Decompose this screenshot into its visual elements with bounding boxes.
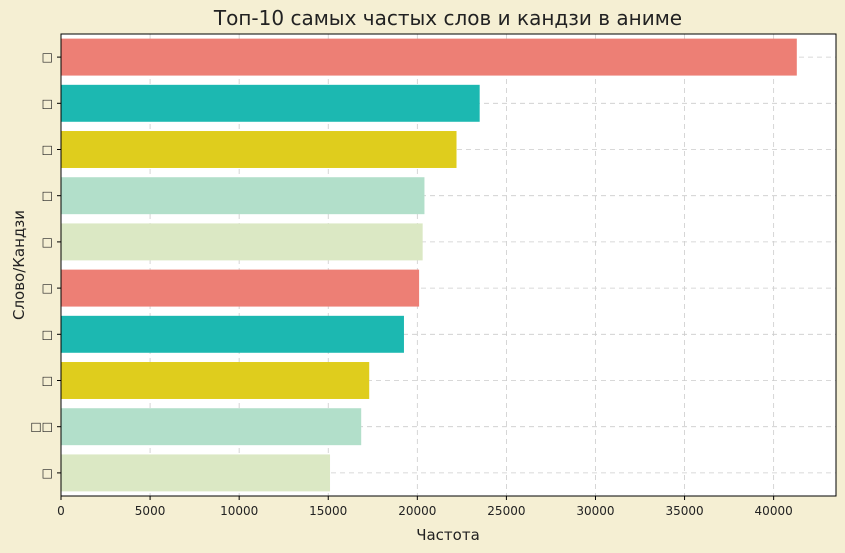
- bar: [61, 84, 480, 122]
- y-axis-label: Слово/Кандзи: [10, 210, 28, 320]
- x-tick-label: 15000: [309, 504, 347, 518]
- x-tick-label: 30000: [576, 504, 614, 518]
- bar: [61, 454, 331, 492]
- y-tick-label: □: [42, 327, 53, 341]
- bar: [61, 408, 362, 446]
- bars: [61, 38, 797, 492]
- x-tick-label: 5000: [135, 504, 166, 518]
- y-tick-label: □: [42, 466, 53, 480]
- y-tick-label: □□: [30, 420, 53, 434]
- y-tick-label: □: [42, 281, 53, 295]
- x-tick-label: 25000: [487, 504, 525, 518]
- y-tick-label: □: [42, 235, 53, 249]
- bar: [61, 223, 423, 261]
- x-tick-label: 10000: [220, 504, 258, 518]
- x-tick-label: 0: [57, 504, 65, 518]
- x-tick-label: 40000: [755, 504, 793, 518]
- x-axis-label: Частота: [416, 526, 480, 544]
- y-tick-label: □: [42, 374, 53, 388]
- bar: [61, 131, 457, 168]
- y-axis-ticks: □□□□□□□□□□□: [30, 50, 61, 480]
- bar: [61, 315, 404, 353]
- chart-title: Топ-10 самых частых слов и кандзи в аним…: [213, 6, 682, 30]
- y-tick-label: □: [42, 143, 53, 157]
- plot-frame: [60, 33, 837, 497]
- bar: [61, 38, 797, 76]
- bar: [61, 362, 370, 399]
- bar: [61, 269, 420, 307]
- x-tick-label: 20000: [398, 504, 436, 518]
- x-tick-label: 35000: [665, 504, 703, 518]
- x-axis-ticks: 0 5000 10000 15000 20000 25000 30000 35000 40000: [57, 496, 793, 518]
- bar: [61, 177, 425, 215]
- y-tick-label: □: [42, 96, 53, 110]
- y-tick-label: □: [42, 50, 53, 64]
- y-tick-label: □: [42, 189, 53, 203]
